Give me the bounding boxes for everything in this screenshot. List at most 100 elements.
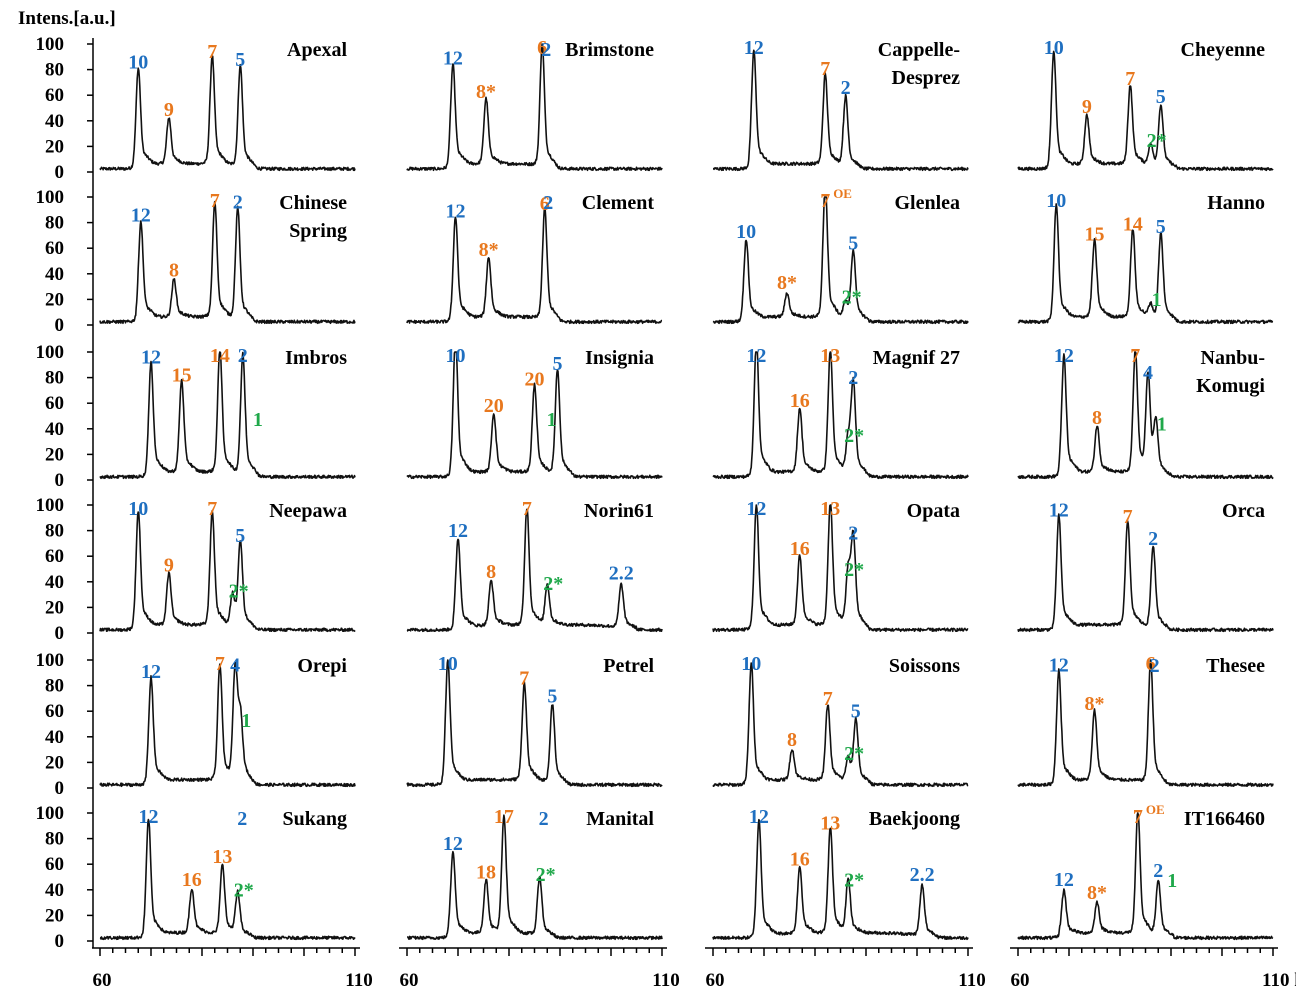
y-tick-label: 60 (45, 238, 64, 259)
y-tick-label: 0 (55, 470, 65, 491)
peak-label: 7 (207, 41, 217, 63)
peak-label: 7 (823, 688, 833, 710)
peak-label: 2* (543, 573, 563, 595)
y-tick-label: 80 (45, 521, 64, 542)
y-tick-label: 40 (45, 572, 64, 593)
panel: IT166460 12 8* 7 OE 2 1 (1017, 802, 1274, 941)
x-tick-label: 60 (93, 970, 112, 991)
peak-label: 5 (848, 233, 858, 255)
peak-label: 12 (141, 347, 161, 369)
panel: Manital 12 18 17 2* 2 (406, 806, 663, 941)
panel-title: Imbros (285, 347, 347, 369)
panel-title: Magnif 27 (873, 347, 960, 369)
peak-label: 4 (230, 655, 240, 677)
peak-label-superscript: OE (833, 186, 852, 201)
panel: Neepawa 10 9 7 2* 5 (99, 498, 356, 633)
spectrum-trace (712, 818, 969, 941)
peak-label: 2* (842, 287, 862, 309)
peak-label: 8 (787, 729, 797, 751)
peak-label: 2 (1150, 655, 1160, 677)
peak-label: 12 (138, 806, 158, 828)
peak-label: 7 (820, 190, 830, 212)
y-tick-label: 0 (55, 162, 65, 183)
panel: Imbros 12 15 14 2 1 (99, 345, 356, 480)
spectrum-trace (99, 818, 356, 941)
peak-label: 5 (547, 685, 557, 707)
panel-title: Komugi (1196, 375, 1265, 397)
peak-label: 13 (212, 846, 232, 868)
peak-label: 14 (1123, 213, 1143, 235)
peak-label: 8* (1087, 882, 1107, 904)
spectrum-trace (712, 196, 969, 325)
panel-title: Manital (586, 808, 654, 830)
panel: Orca 12 72 (1017, 500, 1274, 633)
spectrum-trace (712, 504, 969, 633)
panel-title: Cappelle- (878, 39, 960, 61)
panel-title: IT166460 (1184, 808, 1265, 830)
panel-title: Orepi (297, 655, 347, 677)
y-tick-label: 0 (55, 623, 65, 644)
y-tick-label: 40 (45, 419, 64, 440)
peak-label: 2.2 (910, 864, 935, 886)
peak-label: 12 (443, 833, 463, 855)
spectrum-trace (99, 55, 356, 172)
y-tick-label: 80 (45, 368, 64, 389)
panel: Norin61 12 8 7 2* 2.2 (406, 498, 663, 633)
peak-label: 1 (1152, 289, 1162, 311)
peak-label: 1 (547, 409, 557, 431)
peak-label: 2 (233, 192, 243, 214)
panel: Cheyenne 10 9 7 2* 5 (1017, 37, 1274, 172)
y-tick-label: 60 (45, 546, 64, 567)
peak-label: 16 (790, 538, 810, 560)
y-tick-label: 40 (45, 264, 64, 285)
panel-title: Desprez (892, 67, 961, 89)
peak-label: 2* (844, 743, 864, 765)
peak-label: 5 (235, 525, 245, 547)
peak-label: 13 (820, 345, 840, 367)
peak-label: 12 (1054, 345, 1074, 367)
peak-label: 9 (164, 555, 174, 577)
panel-title: Soissons (889, 655, 960, 677)
spectrum-trace (99, 200, 356, 325)
peak-label: 20 (525, 368, 545, 390)
panel: Soissons 10 8 7 2* 5 (712, 653, 969, 788)
spectrum-trace (406, 814, 663, 941)
peak-label: 2 (1148, 528, 1158, 550)
peak-label: 5 (1156, 216, 1166, 238)
panel: Cappelle- Desprez 12 72 (712, 37, 969, 172)
x-tick-label: 110 (958, 970, 985, 991)
panel: Thesee 12 8* 62 (1017, 653, 1274, 788)
y-tick-label: 0 (55, 778, 65, 799)
peak-label: 10 (741, 653, 761, 675)
peak-label: 2 (848, 367, 858, 389)
y-tick-label: 80 (45, 60, 64, 81)
y-tick-label: 100 (36, 803, 65, 824)
panel: Clement 12 8* 62 (406, 192, 663, 325)
peak-label: 12 (1049, 500, 1069, 522)
peak-label: 10 (1046, 190, 1066, 212)
panel-title: Norin61 (584, 500, 654, 522)
peak-label: 2.2 (609, 562, 634, 584)
peak-label: 12 (744, 37, 764, 59)
peak-label: 10 (128, 498, 148, 520)
spectrum-trace (712, 662, 969, 788)
peak-label: 10 (445, 345, 465, 367)
peak-label: 6 (537, 37, 547, 59)
spectrum-trace (406, 209, 663, 325)
peak-label: 16 (790, 390, 810, 412)
peak-label: 15 (1085, 224, 1105, 246)
peak-label-superscript: OE (1146, 802, 1165, 817)
panel-title: Thesee (1206, 655, 1265, 677)
peak-label: 6 (540, 193, 550, 215)
panel: Baekjoong 12 16 13 2* 2.2 (712, 806, 969, 941)
spectrum-trace (712, 351, 969, 480)
spectrum-trace (1017, 351, 1274, 480)
peak-label: 5 (235, 49, 245, 71)
spectrum-trace (406, 43, 663, 172)
peak-label: 2* (844, 869, 864, 891)
panel: Glenlea 10 8* 7 OE 2* 5 (712, 186, 969, 325)
peak-label: 9 (164, 99, 174, 121)
peak-label: 2* (1147, 130, 1167, 152)
peak-label: 12 (1054, 869, 1074, 891)
peak-label: 10 (438, 653, 458, 675)
